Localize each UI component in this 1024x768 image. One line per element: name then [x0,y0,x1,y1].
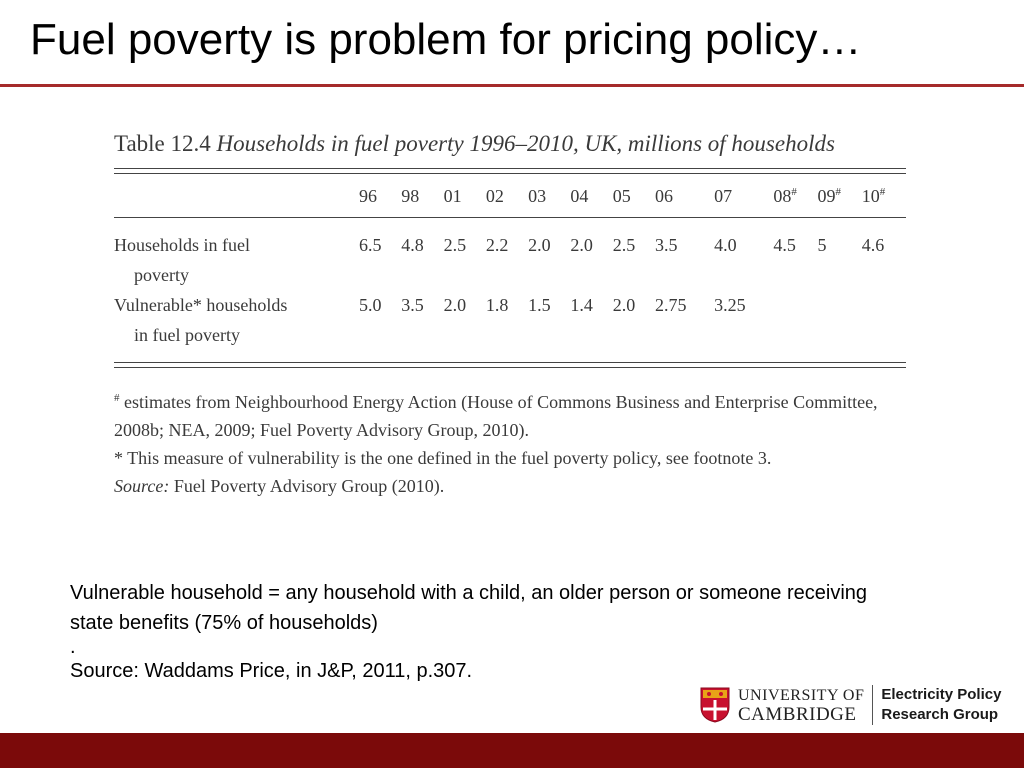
year-header: 01 [443,186,462,206]
table-cell: 5.0 [359,295,382,315]
table-cell: 4.0 [714,235,737,255]
table-cell [818,290,862,350]
table-cell: 3.5 [654,235,678,255]
table-caption: Table 12.4 Households in fuel poverty 19… [114,130,906,158]
year-header: 03 [528,186,547,206]
table-source: Source: Fuel Poverty Advisory Group (201… [114,476,445,496]
logo-divider [872,685,874,725]
table-caption-number: Table 12.4 [114,131,211,156]
table-header-rule [114,217,906,218]
table-cell: 2.5 [443,235,467,255]
title-divider [0,84,1024,87]
fuel-poverty-table: Table 12.4 Households in fuel poverty 19… [114,130,906,500]
star-note: * This measure of vulnerability is the o… [114,448,772,468]
table-header-spacer [114,174,359,217]
table-cell: 4.6 [861,235,885,255]
row-label: Households in fuel poverty [114,235,250,285]
table-cell: 1.5 [528,295,551,315]
year-header: 10# [861,186,886,206]
table-header-row: 96 98 01 02 03 04 05 06 07 08# 09# 10# [114,174,906,217]
source-text: Source: Waddams Price, in J&P, 2011, p.3… [70,660,473,682]
table-cell [862,290,906,350]
body-text: Vulnerable household = any household wit… [70,578,890,686]
dot-text: . [70,636,76,658]
year-header: 96 [359,186,377,206]
table-cell: 1.4 [570,295,593,315]
table-top-rule [114,168,906,174]
table-cell: 5 [817,235,827,255]
table-cell: 1.8 [485,295,509,315]
table-body: 96 98 01 02 03 04 05 06 07 08# 09# 10# H… [114,174,906,362]
slide-title: Fuel poverty is problem for pricing poli… [30,15,862,64]
table-caption-title: Households in fuel poverty 1996–2010, UK… [216,131,835,156]
year-header: 08# [773,186,797,206]
table-notes: # estimates from Neighbourhood Energy Ac… [114,384,906,500]
table-cell: 6.5 [359,235,382,255]
table-cell: 4.8 [401,235,424,255]
year-header: 06 [654,186,673,206]
cambridge-eprg-logo: UNIVERSITY OF CAMBRIDGE Electricity Poli… [700,680,1015,730]
year-header: 98 [401,186,420,206]
row-label: Vulnerable* households in fuel poverty [114,295,288,345]
table-cell: 3.5 [401,295,424,315]
table-cell: 4.5 [773,235,796,255]
table-cell: 2.0 [443,295,467,315]
year-header: 04 [570,186,589,206]
table-cell: 2.5 [612,235,636,255]
table-cell: 3.25 [714,295,746,315]
university-name: UNIVERSITY OF CAMBRIDGE [738,687,865,725]
table-cell: 2.2 [485,235,509,255]
year-header: 02 [485,186,504,206]
table-cell: 2.0 [570,235,593,255]
hash-note: # estimates from Neighbourhood Energy Ac… [114,392,878,440]
footer-bar [0,733,1024,768]
table-cell: 2.0 [612,295,636,315]
year-header: 05 [612,186,631,206]
year-header: 07 [714,186,733,206]
table-row: Vulnerable* households in fuel poverty 5… [114,290,906,350]
group-name: Electricity Policy Research Group [881,686,1002,723]
table-cell [773,290,817,350]
cambridge-shield-icon [700,687,730,723]
year-header: 09# [817,186,842,206]
table-row: Households in fuel poverty 6.5 4.8 2.5 2… [114,230,906,290]
definition-text: Vulnerable household = any household wit… [70,582,868,634]
table-cell: 2.0 [528,235,551,255]
table-bottom-rule [114,362,906,368]
table-cell: 2.75 [654,295,687,315]
